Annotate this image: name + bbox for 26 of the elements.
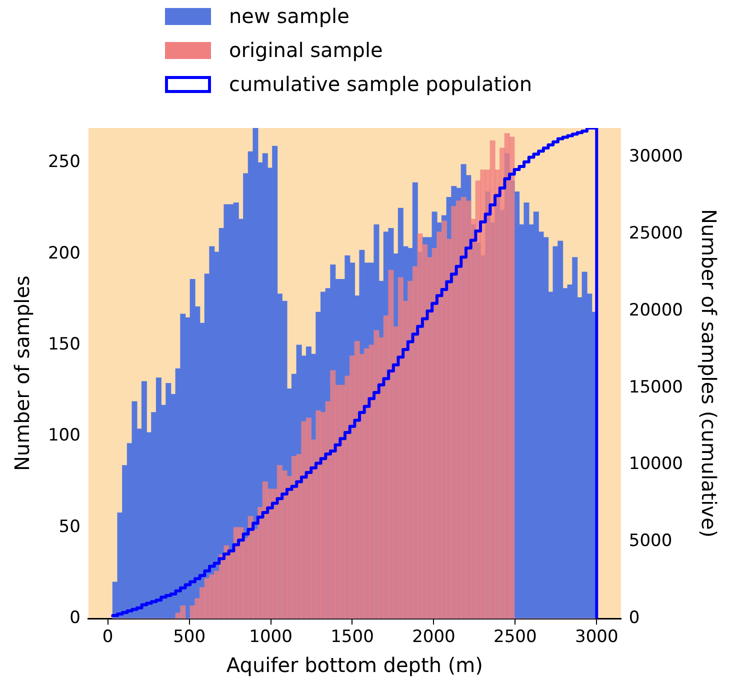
y2-tick-label: 5000 <box>628 531 672 552</box>
y2-tick-label: 10000 <box>628 454 684 474</box>
x-tick-label: 500 <box>173 627 206 648</box>
y2-tick-label: 30000 <box>628 146 684 167</box>
y-tick-label: 150 <box>48 334 80 354</box>
y-tick-label: 50 <box>58 516 80 537</box>
x-tick-label: 3000 <box>575 627 618 648</box>
legend-label: cumulative sample population <box>229 72 532 96</box>
x-tick-label: 2000 <box>412 627 456 648</box>
legend-label: new sample <box>229 4 350 28</box>
y2-tick-label: 20000 <box>628 300 684 320</box>
x-tick-label: 2500 <box>494 627 537 648</box>
y-axis-title: Number of samples <box>10 276 34 472</box>
y-tick-label: 250 <box>48 152 80 172</box>
y2-tick-label: 0 <box>628 608 640 628</box>
y-tick-label: 0 <box>70 608 80 628</box>
y2-tick-label: 25000 <box>628 224 684 244</box>
x-axis-title: Aquifer bottom depth (m) <box>226 653 483 678</box>
x-tick-label: 1000 <box>249 627 292 648</box>
y-tick-label: 200 <box>48 243 80 264</box>
y2-tick-label: 15000 <box>628 377 684 398</box>
y-tick-label: 100 <box>48 426 80 446</box>
x-tick-label: 1500 <box>330 627 374 648</box>
y2-axis-title: Number of samples (cumulative) <box>696 208 721 538</box>
x-tick-label: 0 <box>102 627 114 648</box>
legend-label: original sample <box>229 38 383 62</box>
